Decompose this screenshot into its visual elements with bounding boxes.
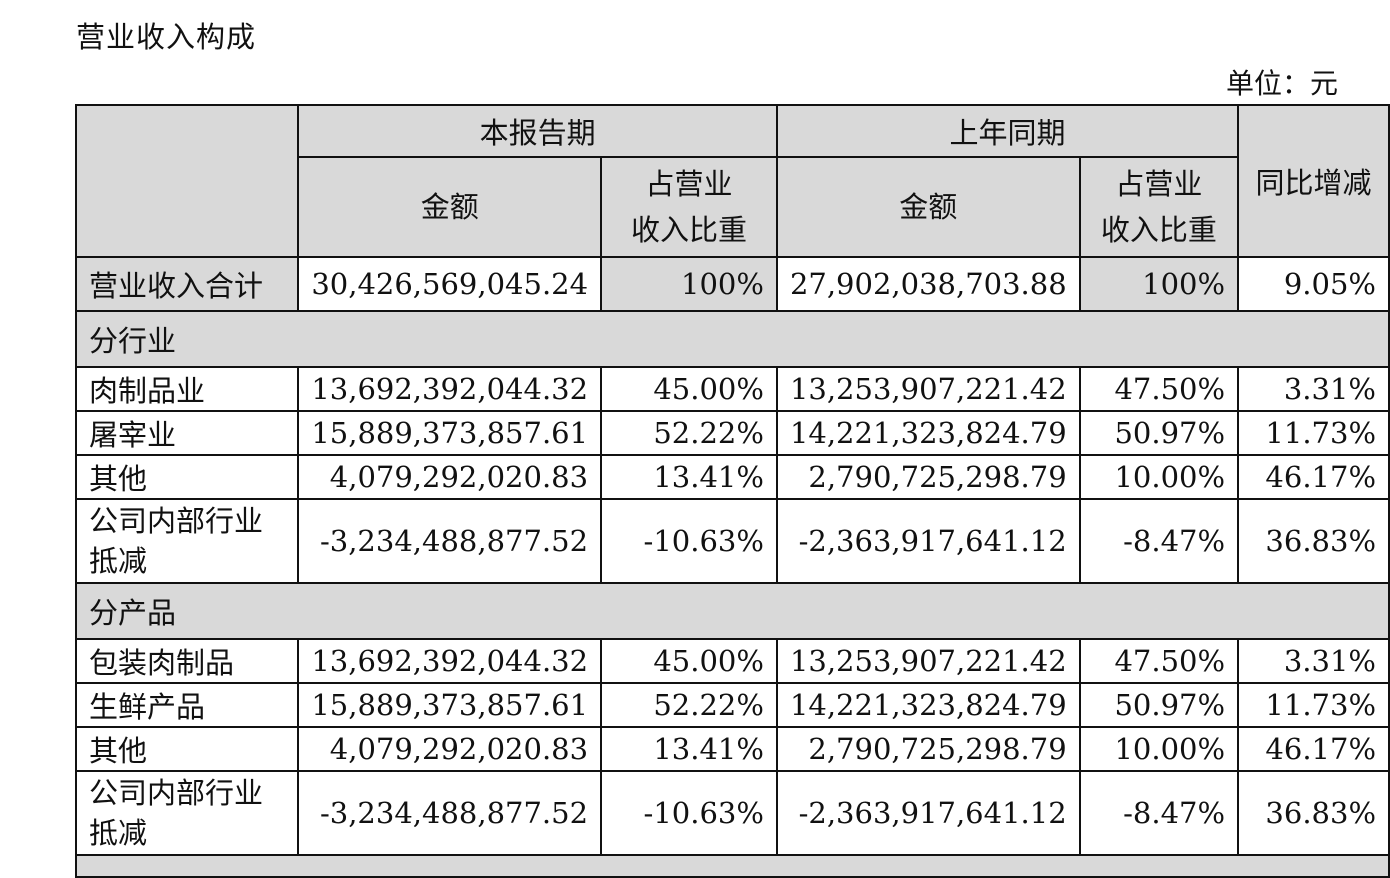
header-share-line2: 收入比重	[1100, 213, 1217, 247]
yoy: 3.31%	[1237, 366, 1390, 412]
cur-share: 45.00%	[600, 638, 778, 684]
prev-share: 50.97%	[1078, 410, 1240, 456]
yoy: 46.17%	[1237, 726, 1390, 772]
prev-amount: -2,363,917,641.12	[775, 770, 1081, 856]
total-yoy: 9.05%	[1237, 256, 1390, 312]
table-row: 屠宰业 15,889,373,857.61 52.22% 14,221,323,…	[74, 410, 1390, 456]
header-row-periods: 本报告期 上年同期 同比增减	[74, 104, 1390, 258]
section-row-industry: 分行业	[75, 310, 1390, 368]
header-corner-cell	[74, 104, 300, 258]
table-row: 肉制品业 13,692,392,044.32 45.00% 13,253,907…	[74, 366, 1390, 412]
table-row: 其他 4,079,292,020.83 13.41% 2,790,725,298…	[74, 726, 1390, 772]
total-label: 营业收入合计	[74, 256, 300, 312]
yoy: 46.17%	[1237, 454, 1390, 500]
prev-share: 10.00%	[1078, 726, 1240, 772]
cur-share: 52.22%	[600, 682, 778, 728]
table-row: 包装肉制品 13,692,392,044.32 45.00% 13,253,90…	[74, 638, 1390, 684]
cur-amount: 4,079,292,020.83	[297, 726, 603, 772]
table-continuation-row	[75, 854, 1390, 878]
header-cur-amount: 金额	[297, 156, 603, 258]
yoy: 3.31%	[1237, 638, 1390, 684]
header-yoy: 同比增减	[1237, 104, 1390, 258]
prev-amount: -2,363,917,641.12	[775, 498, 1081, 584]
cur-share: 13.41%	[600, 726, 778, 772]
row-label: 屠宰业	[74, 410, 300, 456]
cur-amount: -3,234,488,877.52	[297, 770, 603, 856]
cur-amount: 13,692,392,044.32	[297, 366, 603, 412]
section-row-product: 分产品	[75, 582, 1390, 640]
header-prior-period: 上年同期	[775, 104, 1240, 158]
header-cur-share: 占营业 收入比重	[600, 156, 778, 258]
table-row: 生鲜产品 15,889,373,857.61 52.22% 14,221,323…	[74, 682, 1390, 728]
cur-share: -10.63%	[600, 498, 778, 584]
row-label-line2: 抵减	[89, 544, 148, 578]
cur-amount: 15,889,373,857.61	[297, 410, 603, 456]
total-cur-share: 100%	[600, 256, 778, 312]
cur-amount: 15,889,373,857.61	[297, 682, 603, 728]
header-share-line2: 收入比重	[630, 213, 747, 247]
yoy: 36.83%	[1237, 498, 1390, 584]
row-label: 生鲜产品	[74, 682, 300, 728]
cur-share: 52.22%	[600, 410, 778, 456]
prev-amount: 13,253,907,221.42	[775, 638, 1081, 684]
row-label: 肉制品业	[74, 366, 300, 412]
table-row: 公司内部行业 抵减 -3,234,488,877.52 -10.63% -2,36…	[74, 770, 1390, 856]
prev-amount: 14,221,323,824.79	[775, 410, 1081, 456]
page-title: 营业收入构成	[76, 20, 257, 54]
header-row-columns: 金额 占营业收入比重 金额 占营业收入比重	[76, 156, 1389, 258]
total-prev-share: 100%	[1078, 256, 1240, 312]
prev-share: 47.50%	[1078, 366, 1240, 412]
prev-share: 47.50%	[1078, 638, 1240, 684]
table-row: 公司内部行业 抵减 -3,234,488,877.52 -10.63% -2,36…	[74, 498, 1390, 584]
row-label: 其他	[74, 726, 300, 772]
cur-amount: 13,692,392,044.32	[297, 638, 603, 684]
row-label-line1: 公司内部行业	[89, 776, 264, 810]
yoy: 36.83%	[1237, 770, 1390, 856]
yoy: 11.73%	[1237, 682, 1390, 728]
cur-share: -10.63%	[600, 770, 778, 856]
table-row: 其他 4,079,292,020.83 13.41% 2,790,725,298…	[74, 454, 1390, 500]
prev-amount: 2,790,725,298.79	[775, 454, 1081, 500]
row-label: 公司内部行业 抵减	[74, 770, 300, 856]
prev-share: -8.47%	[1078, 770, 1240, 856]
header-prev-amount: 金额	[775, 156, 1081, 258]
cur-amount: 4,079,292,020.83	[297, 454, 603, 500]
cur-share: 13.41%	[600, 454, 778, 500]
total-cur-amount: 30,426,569,045.24	[297, 256, 603, 312]
total-prev-amount: 27,902,038,703.88	[775, 256, 1081, 312]
total-row: 营业收入合计 30,426,569,045.24 100% 27,902,038…	[74, 256, 1390, 312]
cur-share: 45.00%	[600, 366, 778, 412]
prev-amount: 14,221,323,824.79	[775, 682, 1081, 728]
revenue-table: 本报告期 上年同期 同比增减 金额 占营业收入比重 金额 占营业收入比重 营业收…	[74, 104, 1390, 878]
yoy: 11.73%	[1237, 410, 1390, 456]
prev-share: 10.00%	[1078, 454, 1240, 500]
header-share-line1: 占营业	[1115, 167, 1203, 201]
row-label-line1: 公司内部行业	[89, 504, 264, 538]
row-label-line2: 抵减	[89, 816, 148, 850]
header-prev-share: 占营业 收入比重	[1078, 156, 1240, 258]
header-share-line1: 占营业	[645, 167, 733, 201]
cur-amount: -3,234,488,877.52	[297, 498, 603, 584]
unit-label: 单位：元	[1225, 67, 1338, 100]
prev-amount: 13,253,907,221.42	[775, 366, 1081, 412]
continuation-cell	[75, 854, 1390, 878]
section-title: 分产品	[75, 582, 1390, 640]
section-title: 分行业	[75, 310, 1390, 368]
prev-amount: 2,790,725,298.79	[775, 726, 1081, 772]
prev-share: 50.97%	[1078, 682, 1240, 728]
prev-share: -8.47%	[1078, 498, 1240, 584]
row-label: 公司内部行业 抵减	[74, 498, 300, 584]
row-label: 包装肉制品	[74, 638, 300, 684]
header-current-period: 本报告期	[297, 104, 778, 158]
row-label: 其他	[74, 454, 300, 500]
